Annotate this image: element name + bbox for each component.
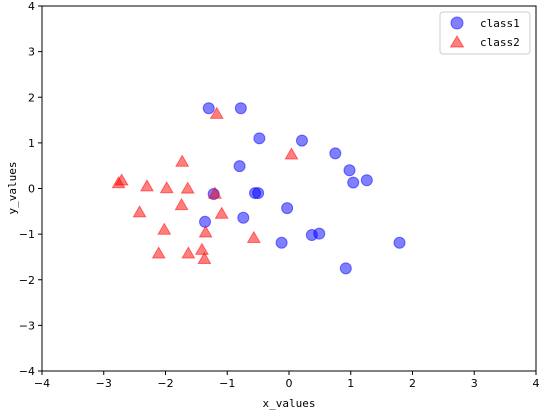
class2-point xyxy=(111,175,126,189)
y-tick-label: −2 xyxy=(19,274,35,287)
class1-point xyxy=(234,102,247,115)
class2-point xyxy=(207,186,222,199)
class1-point xyxy=(202,102,215,115)
class2-point xyxy=(157,222,172,235)
class2-point xyxy=(246,230,261,243)
y-tick-label: −4 xyxy=(19,365,35,378)
y-tick-label: 3 xyxy=(28,46,35,59)
class2-point xyxy=(194,242,209,255)
class1-point xyxy=(339,262,352,275)
class1-point xyxy=(233,160,246,173)
x-axis-label: x_values xyxy=(263,397,316,410)
x-tick-label: 1 xyxy=(347,377,354,390)
x-tick-label: −2 xyxy=(157,377,173,390)
class1-point xyxy=(252,187,265,200)
class2-point xyxy=(175,154,190,167)
x-tick-label: −3 xyxy=(96,377,112,390)
y-axis-label: y_values xyxy=(6,162,19,215)
legend-label-class1: class1 xyxy=(480,17,520,30)
class1-point xyxy=(281,202,294,215)
class1-point xyxy=(199,215,212,228)
class2-point xyxy=(198,225,213,238)
y-tick-label: 1 xyxy=(28,137,35,150)
y-tick-label: 0 xyxy=(28,183,35,196)
class2-point xyxy=(197,251,212,264)
y-tick-label: 2 xyxy=(28,91,35,104)
x-tick-label: 4 xyxy=(533,377,540,390)
x-tick-label: −4 xyxy=(34,377,50,390)
y-tick-label: −1 xyxy=(19,228,35,241)
class2-point xyxy=(132,205,147,218)
y-tick-label: −3 xyxy=(19,319,35,332)
legend-marker-class1 xyxy=(450,16,464,30)
class2-point xyxy=(139,179,155,192)
x-tick-label: 3 xyxy=(471,377,478,390)
class2-point xyxy=(181,246,196,259)
class1-point xyxy=(347,176,360,189)
class1-point xyxy=(343,164,356,177)
class1-point xyxy=(237,211,250,224)
x-tick-label: 0 xyxy=(286,377,293,390)
class2-point xyxy=(151,246,166,259)
class1-point xyxy=(313,227,326,240)
legend-label-class2: class2 xyxy=(480,36,520,49)
x-tick-label: 2 xyxy=(409,377,416,390)
class2-point xyxy=(284,147,299,160)
x-tick-label: −1 xyxy=(219,377,235,390)
legend-marker-class2 xyxy=(449,35,465,48)
class2-point xyxy=(159,180,174,194)
class1-point xyxy=(275,236,288,249)
class2-point xyxy=(214,206,229,219)
class2-point xyxy=(180,181,195,194)
y-tick-label: 4 xyxy=(28,0,35,13)
x-axis-ticks: −4 −3 −2 −1 0 1 2 3 4 xyxy=(34,371,540,390)
data-points xyxy=(111,102,406,275)
class1-point xyxy=(360,174,373,187)
plot-frame xyxy=(41,5,537,372)
y-axis-ticks: −4 −3 −2 −1 0 1 2 3 4 xyxy=(19,0,42,378)
class2-point xyxy=(209,106,224,119)
class1-point xyxy=(393,236,406,249)
class1-point xyxy=(329,147,342,160)
legend: class1 class2 xyxy=(439,11,531,55)
class1-point xyxy=(253,132,266,145)
class2-point xyxy=(174,197,189,211)
class1-point xyxy=(295,134,308,147)
